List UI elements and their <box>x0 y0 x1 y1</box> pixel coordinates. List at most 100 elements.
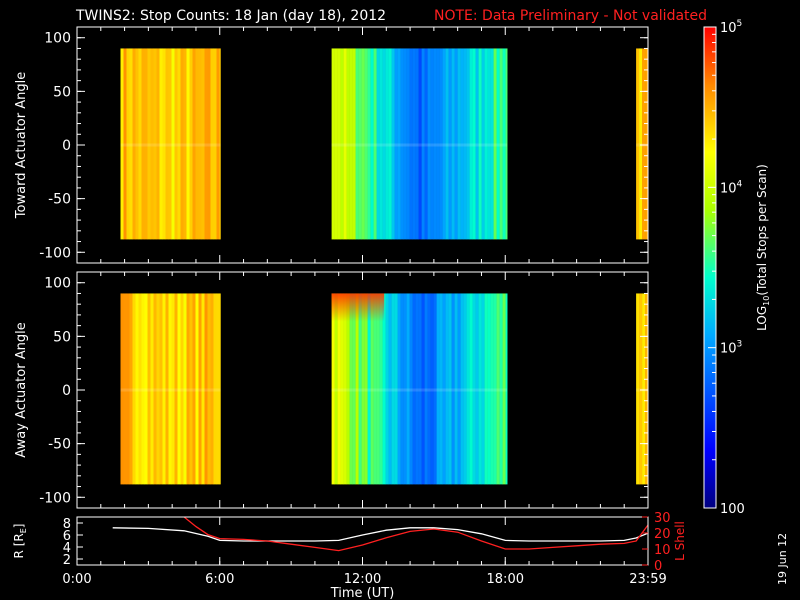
preliminary-note: NOTE: Data Preliminary - Not validated <box>434 8 707 24</box>
count-column <box>451 293 455 485</box>
count-column <box>120 293 124 485</box>
count-column <box>493 293 497 485</box>
count-column <box>457 293 461 485</box>
count-column <box>141 48 145 240</box>
count-column <box>141 293 145 485</box>
count-column <box>493 48 497 240</box>
count-column <box>358 293 362 485</box>
count-column <box>135 48 139 240</box>
count-column <box>385 48 389 240</box>
count-column <box>162 293 166 485</box>
y-tick-label: -50 <box>48 437 71 453</box>
count-column <box>207 293 211 485</box>
count-column <box>448 48 452 240</box>
count-column <box>337 48 341 240</box>
count-column <box>355 293 359 485</box>
count-column <box>463 293 467 485</box>
count-column <box>451 48 455 240</box>
count-column <box>144 293 148 485</box>
count-column <box>639 48 643 240</box>
zero-angle-stripe <box>120 388 221 392</box>
right-y-tick-label: 10 <box>654 543 671 558</box>
count-column <box>484 293 488 485</box>
count-column <box>352 293 356 485</box>
count-column <box>165 48 169 240</box>
count-column <box>421 48 425 240</box>
count-column <box>177 48 181 240</box>
count-column <box>171 293 175 485</box>
count-column <box>502 293 506 485</box>
count-column <box>490 48 494 240</box>
count-column <box>198 293 202 485</box>
count-column <box>189 48 193 240</box>
high-angle-enhancement <box>331 293 385 322</box>
y-tick-label: 2 <box>63 553 71 568</box>
count-column <box>460 48 464 240</box>
count-column <box>159 293 163 485</box>
count-column <box>138 48 142 240</box>
colorbar: 105 104 103 100 LOG10(Total Stops per Scan) <box>703 19 771 517</box>
count-column <box>636 48 640 240</box>
y-tick-label: -100 <box>39 490 71 506</box>
count-column <box>334 293 338 485</box>
count-column <box>147 293 151 485</box>
count-column <box>162 48 166 240</box>
count-column <box>424 48 428 240</box>
count-column <box>427 293 431 485</box>
count-column <box>394 48 398 240</box>
count-column <box>192 48 196 240</box>
count-column <box>168 48 172 240</box>
count-column <box>469 293 473 485</box>
count-column <box>174 293 178 485</box>
count-column <box>123 48 127 240</box>
count-column <box>439 48 443 240</box>
count-column <box>343 48 347 240</box>
count-column <box>505 48 508 240</box>
count-column <box>472 48 476 240</box>
x-tick-label: 12:00 <box>344 572 381 587</box>
count-column <box>642 293 646 485</box>
data-block <box>636 293 649 485</box>
left-y-axis-label: R [RE] <box>12 524 28 559</box>
count-column <box>645 293 649 485</box>
right-y-tick-label: 20 <box>654 527 671 542</box>
count-column <box>177 293 181 485</box>
count-column <box>219 293 221 485</box>
count-column <box>496 48 500 240</box>
count-column <box>382 293 386 485</box>
count-column <box>189 293 193 485</box>
count-column <box>334 48 338 240</box>
count-column <box>391 48 395 240</box>
count-column <box>150 48 154 240</box>
x-tick-label: 18:00 <box>487 572 524 587</box>
count-column <box>198 48 202 240</box>
count-column <box>204 48 208 240</box>
count-column <box>481 293 485 485</box>
x-tick-label: 0:00 <box>62 572 91 587</box>
count-column <box>159 48 163 240</box>
count-column <box>499 48 503 240</box>
count-column <box>445 293 449 485</box>
count-column <box>207 48 211 240</box>
data-block <box>331 48 508 240</box>
count-column <box>364 48 368 240</box>
colorbar-tick-label: 100 <box>720 502 745 517</box>
x-axis-label: Time (UT) <box>330 586 395 600</box>
y-axis-label: Toward Actuator Angle <box>14 72 29 219</box>
count-column <box>487 48 491 240</box>
count-column <box>180 293 184 485</box>
count-column <box>397 48 401 240</box>
count-column <box>370 293 374 485</box>
colorbar-tick-label: 103 <box>720 340 742 357</box>
right-y-axis-label: L Shell <box>673 521 687 561</box>
y-tick-label: 50 <box>53 84 71 100</box>
count-column <box>505 293 508 485</box>
count-column <box>463 48 467 240</box>
count-column <box>343 293 347 485</box>
count-column <box>192 293 196 485</box>
count-column <box>454 293 458 485</box>
zero-angle-stripe <box>331 388 508 392</box>
data-block <box>120 293 221 485</box>
count-column <box>400 48 404 240</box>
count-column <box>490 293 494 485</box>
